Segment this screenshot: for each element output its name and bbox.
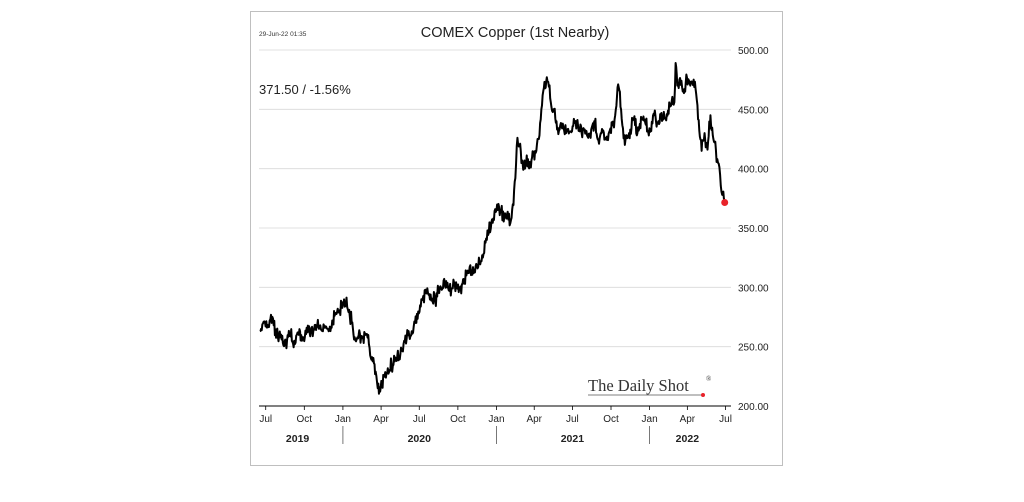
x-tick-label: Apr — [680, 414, 696, 425]
x-tick-label: Apr — [373, 414, 389, 425]
chart-frame: 200.00 250.00 300.00 350.00 400.00 450.00 500.… — [250, 11, 783, 466]
y-tick-label: 500.00 — [738, 46, 769, 57]
watermark-dot — [701, 393, 705, 397]
x-tick-label: Jan — [335, 414, 351, 425]
watermark-logo: The Daily Shot ® — [588, 375, 712, 397]
timestamp: 29-Jun-22 01:35 — [259, 31, 307, 38]
year-label: 2022 — [676, 433, 700, 445]
last-value-label: 371.50 / -1.56% — [259, 82, 351, 97]
x-tick-label: Oct — [297, 414, 313, 425]
y-tick-label: 200.00 — [738, 402, 769, 413]
year-label: 2020 — [408, 433, 432, 445]
y-tick-label: 300.00 — [738, 283, 769, 294]
last-point-marker — [721, 198, 729, 206]
x-tick-label: Jul — [566, 414, 579, 425]
y-axis-ticks: 200.00 250.00 300.00 350.00 400.00 450.00 500.… — [738, 46, 769, 413]
year-label: 2021 — [561, 433, 585, 445]
x-tick-label: Apr — [526, 414, 542, 425]
chart-title: COMEX Copper (1st Nearby) — [421, 25, 610, 41]
y-tick-label: 400.00 — [738, 165, 769, 176]
x-tick-label: Jul — [259, 414, 272, 425]
series-line — [259, 62, 726, 395]
year-label: 2019 — [286, 433, 310, 445]
y-tick-label: 250.00 — [738, 343, 769, 354]
y-tick-label: 350.00 — [738, 224, 769, 235]
y-tick-label: 450.00 — [738, 105, 769, 116]
watermark-text: The Daily Shot — [588, 376, 689, 395]
x-tick-label: Oct — [603, 414, 619, 425]
watermark-registered: ® — [706, 375, 712, 383]
x-tick-label: Jan — [488, 414, 504, 425]
x-tick-label: Jan — [642, 414, 658, 425]
copper-chart: 200.00 250.00 300.00 350.00 400.00 450.00 500.… — [259, 25, 769, 445]
x-tick-label: Oct — [450, 414, 466, 425]
x-tick-label: Jul — [719, 414, 732, 425]
grid-lines — [259, 49, 731, 348]
x-tick-label: Jul — [413, 414, 426, 425]
x-axis: Jul Oct Jan Apr Jul Oct Jan Apr Jul Oct Jan Apr Jul 2… — [259, 405, 732, 445]
